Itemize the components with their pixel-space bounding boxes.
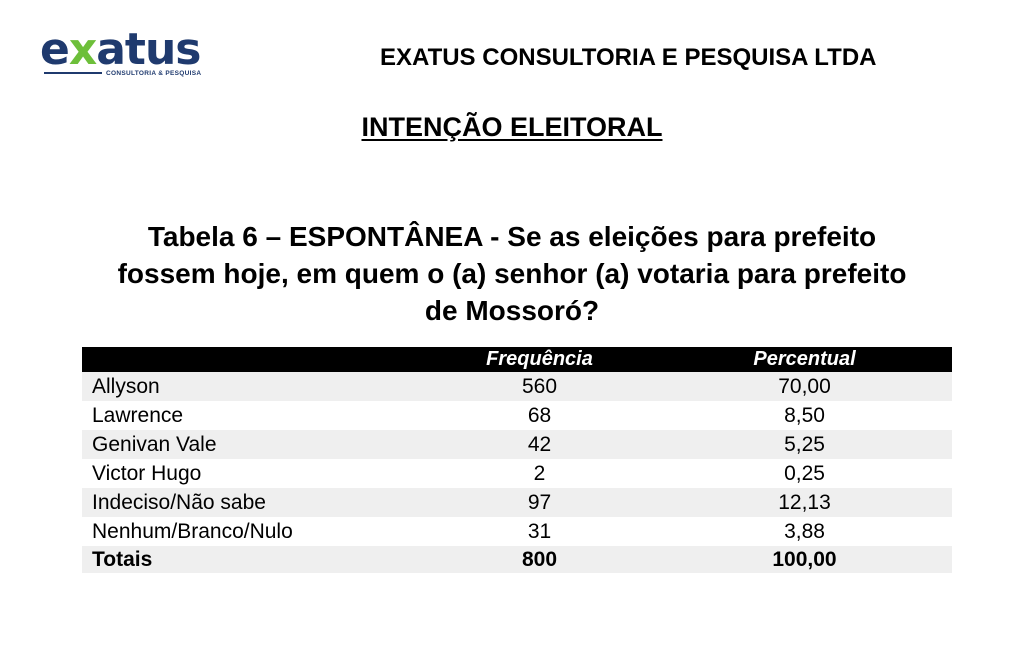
section-title: INTENÇÃO ELEITORAL <box>361 112 663 142</box>
row-frequency: 42 <box>527 433 552 456</box>
table-title-line-3: de Mossoró? <box>424 295 600 326</box>
row-label: Allyson <box>92 375 160 398</box>
total-frequency: 800 <box>521 548 558 571</box>
logo-underline <box>44 72 102 74</box>
row-percentage: 5,25 <box>784 433 825 456</box>
row-frequency: 31 <box>527 520 552 543</box>
row-label: Lawrence <box>92 404 184 427</box>
results-table: Frequência Percentual Allyson 560 70,00 … <box>82 347 952 573</box>
table-total-row: Totais 800 100,00 <box>82 546 952 573</box>
row-frequency: 2 <box>533 462 546 485</box>
row-percentage: 70,00 <box>778 375 831 398</box>
company-name: EXATUS CONSULTORIA E PESQUISA LTDA <box>380 44 877 71</box>
row-frequency: 68 <box>527 404 552 427</box>
row-frequency: 560 <box>521 375 558 398</box>
row-frequency: 97 <box>527 491 552 514</box>
row-label: Victor Hugo <box>92 462 202 485</box>
table-title-line-2: fossem hoje, em quem o (a) senhor (a) vo… <box>117 258 907 289</box>
logo-wordmark: exatus <box>40 24 201 75</box>
table-row: Victor Hugo 2 0,25 <box>82 459 952 488</box>
row-label: Nenhum/Branco/Nulo <box>92 520 293 543</box>
company-logo: exatus CONSULTORIA & PESQUISA <box>40 28 220 84</box>
table-row: Indeciso/Não sabe 97 12,13 <box>82 488 952 517</box>
table-header-row: Frequência Percentual <box>82 347 952 372</box>
total-percentage: 100,00 <box>772 548 837 571</box>
header-label-col <box>82 347 422 372</box>
table-row: Nenhum/Branco/Nulo 31 3,88 <box>82 517 952 546</box>
header-frequency: Frequência <box>486 348 593 370</box>
row-percentage: 3,88 <box>784 520 825 543</box>
table-row: Allyson 560 70,00 <box>82 372 952 401</box>
row-label: Indeciso/Não sabe <box>92 491 266 514</box>
row-label: Genivan Vale <box>92 433 217 456</box>
total-label: Totais <box>92 548 153 571</box>
row-percentage: 12,13 <box>778 491 831 514</box>
row-percentage: 8,50 <box>784 404 825 427</box>
table-title-line-1: Tabela 6 – ESPONTÂNEA - Se as eleições p… <box>147 221 877 252</box>
logo-subtitle: CONSULTORIA & PESQUISA <box>106 70 202 77</box>
row-percentage: 0,25 <box>784 462 825 485</box>
table-row: Lawrence 68 8,50 <box>82 401 952 430</box>
table-row: Genivan Vale 42 5,25 <box>82 430 952 459</box>
table-title: Tabela 6 – ESPONTÂNEA - Se as eleições p… <box>60 218 964 329</box>
header-percentage: Percentual <box>753 348 856 370</box>
